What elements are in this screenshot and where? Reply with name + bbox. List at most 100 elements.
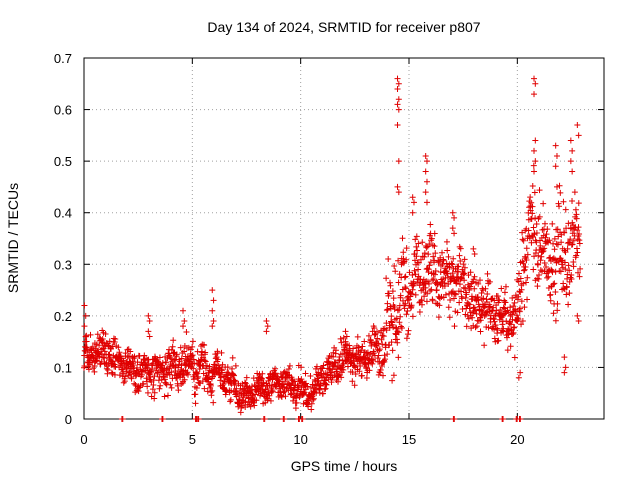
data-point [337,335,344,342]
data-point [524,251,531,258]
data-point [575,224,582,231]
data-point [151,389,158,396]
data-point [364,352,371,359]
data-point [521,304,528,311]
data-point [181,376,188,383]
data-point [150,377,157,384]
data-point [540,247,547,254]
data-point [558,261,565,268]
data-point [437,254,444,261]
data-point [484,290,491,297]
data-point [375,352,382,359]
data-point [393,325,400,332]
data-point [192,391,199,398]
data-point [157,382,164,389]
data-point [383,320,390,327]
data-point [127,348,134,355]
data-point [531,253,538,260]
data-point [276,385,283,392]
data-point [198,343,204,350]
data-point [451,214,458,221]
data-point [131,354,138,361]
data-point [558,239,565,246]
data-point [381,352,388,359]
data-point [340,366,347,373]
data-point [568,275,575,282]
data-point [219,369,226,376]
data-point [536,187,543,194]
data-point [99,335,106,342]
data-point [573,215,580,222]
data-point [515,374,522,381]
data-point [489,323,496,330]
data-point [429,297,436,304]
data-point [550,281,557,288]
data-point [419,301,425,308]
data-point [573,245,580,252]
data-point [201,342,208,349]
data-point [300,390,307,397]
data-point [272,383,279,390]
data-point [445,253,452,260]
data-point [531,168,538,175]
data-point [156,354,163,361]
data-point [412,291,419,298]
data-point [386,324,393,331]
data-point [500,304,507,311]
data-point [232,362,239,369]
data-point [555,233,562,240]
data-point [419,239,426,246]
data-point [405,327,412,334]
data-point [524,274,531,281]
data-point [281,416,288,422]
data-point [422,284,429,291]
data-point [319,390,326,397]
data-point [541,220,548,227]
data-point [170,337,177,344]
data-point [482,311,489,318]
data-point [146,333,153,340]
data-point [537,242,544,249]
data-point [272,365,279,372]
data-point [434,279,441,286]
data-point [532,215,539,222]
data-point [573,252,580,259]
data-point [532,158,539,165]
data-point [409,286,416,293]
data-point [523,256,530,263]
data-point [466,286,473,293]
data-point [421,253,428,260]
data-point [395,354,402,361]
data-point [146,318,153,325]
data-point [322,377,329,384]
data-point [503,318,510,325]
data-point [173,351,180,358]
data-point [473,323,480,330]
data-point [569,241,576,248]
y-tick-label: 0.6 [54,103,72,118]
data-point [394,328,401,335]
data-point [194,375,201,382]
data-point [399,235,406,242]
data-point [467,309,474,316]
data-point [391,263,398,270]
data-point [567,236,574,243]
data-point [184,353,191,360]
data-point [319,365,326,372]
data-point [515,293,522,300]
data-point [531,189,538,196]
data-point [145,360,152,367]
data-point [300,390,307,397]
data-point [562,266,569,273]
data-point [374,335,381,342]
data-point [469,278,476,285]
data-point [513,312,520,319]
data-point [374,328,381,335]
data-point [537,267,544,274]
data-point [541,260,548,267]
data-point [82,333,89,340]
data-point [395,158,402,165]
data-point [190,356,197,363]
data-point [392,268,399,275]
